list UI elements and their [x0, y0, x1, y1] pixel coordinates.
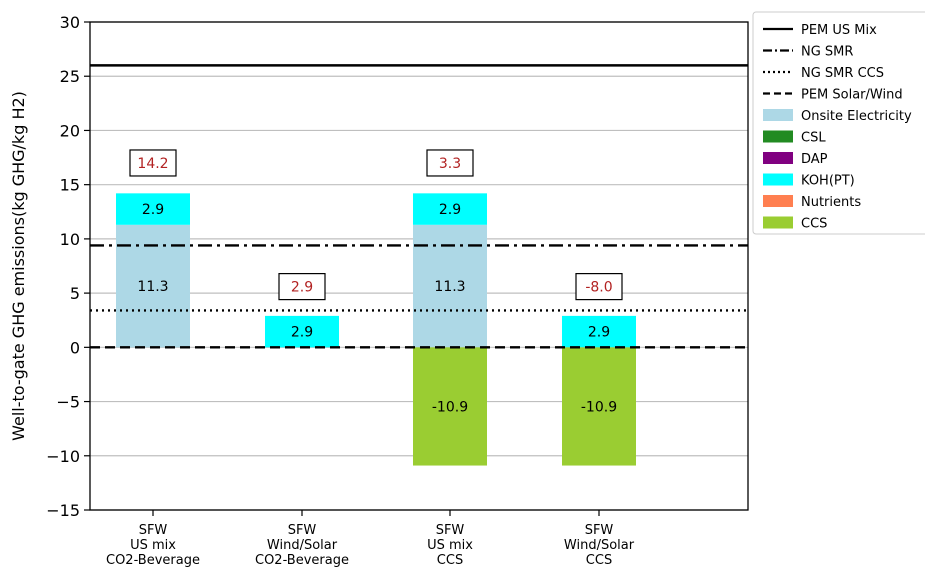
x-tick-label: CO2-Beverage — [106, 553, 200, 568]
segment-value-label: -10.9 — [581, 399, 617, 415]
y-tick-label: 0 — [70, 338, 80, 357]
segment-value-label: 11.3 — [137, 279, 168, 295]
y-tick-label: −5 — [56, 393, 80, 412]
y-tick-label: 30 — [60, 13, 80, 32]
legend-entry-label: PEM US Mix — [801, 23, 877, 38]
legend-color-swatch — [763, 216, 793, 229]
x-tick-label: Wind/Solar — [564, 538, 635, 553]
legend-entry-label: CSL — [801, 131, 826, 146]
segment-value-label: 2.9 — [142, 202, 164, 218]
net-total-label: 3.3 — [439, 156, 461, 172]
legend-entry-label: NG SMR — [801, 45, 853, 60]
legend-entry-label: KOH(PT) — [801, 174, 855, 189]
bar-segment — [413, 347, 487, 466]
x-tick-label: SFW — [436, 523, 465, 538]
y-axis-label: Well-to-gate GHG emissions(kg GHG/kg H2) — [9, 91, 28, 441]
reference-lines — [90, 64, 748, 349]
legend-entry-label: DAP — [801, 152, 828, 167]
net-total-label: 2.9 — [291, 280, 313, 296]
segment-value-label: 2.9 — [439, 202, 461, 218]
y-tick-label: −15 — [46, 501, 80, 520]
bar-labels: 11.3 2.9 14.2 2.9 2.9 11.3 2.9 -10.9 3.3 2.9 -10.9… — [129, 149, 623, 415]
legend-entry-label: PEM Solar/Wind — [801, 88, 903, 103]
legend-color-swatch — [763, 195, 793, 207]
legend-color-swatch — [763, 152, 793, 164]
segment-value-label: 2.9 — [588, 325, 610, 341]
x-tick-label: Wind/Solar — [267, 538, 338, 553]
x-tick-label: CO2-Beverage — [255, 553, 349, 568]
x-tick-label: SFW — [288, 523, 317, 538]
net-total-box — [129, 149, 177, 177]
segment-value-label: -10.9 — [432, 399, 468, 415]
legend-color-swatch — [763, 130, 793, 143]
legend-color-swatch — [763, 173, 793, 186]
bar-segment — [116, 193, 190, 225]
bar-segment — [562, 347, 636, 466]
net-total-box — [426, 149, 474, 177]
x-tick-label: SFW — [585, 523, 614, 538]
plot-frame — [89, 21, 749, 511]
x-tick-label: SFW — [139, 523, 168, 538]
bar-segment — [265, 315, 339, 348]
legend-entry-label: Onsite Electricity — [801, 109, 912, 124]
y-tick-label: 25 — [60, 67, 80, 86]
x-tick-label: US mix — [130, 538, 176, 553]
segment-value-label: 2.9 — [291, 325, 313, 341]
legend-entry-label: NG SMR CCS — [801, 66, 884, 81]
y-tick-label: 20 — [60, 121, 80, 140]
net-total-label: 14.2 — [137, 156, 168, 172]
x-tick-label: CCS — [437, 553, 463, 568]
bar-segment — [413, 193, 487, 225]
net-total-box — [575, 273, 623, 301]
x-tick-label: CCS — [586, 553, 612, 568]
legend-entry-label: CCS — [801, 217, 827, 232]
legend-box — [752, 11, 925, 235]
legend-entry-label: Nutrients — [801, 195, 861, 210]
x-tick-label: US mix — [427, 538, 473, 553]
y-tick-label: 15 — [60, 176, 80, 195]
y-tick-label: −10 — [46, 447, 80, 466]
y-tick-label: 10 — [60, 230, 80, 249]
net-total-box — [278, 273, 326, 301]
segment-value-label: 11.3 — [434, 279, 465, 295]
net-total-label: -8.0 — [585, 280, 612, 296]
y-tick-label: 5 — [70, 284, 80, 303]
bar-segment — [562, 315, 636, 348]
legend: PEM US Mix NG SMR NG SMR CCS PEM Solar/Wind… — [752, 11, 925, 235]
legend-color-swatch — [763, 109, 793, 121]
stacked-bars — [116, 193, 636, 466]
